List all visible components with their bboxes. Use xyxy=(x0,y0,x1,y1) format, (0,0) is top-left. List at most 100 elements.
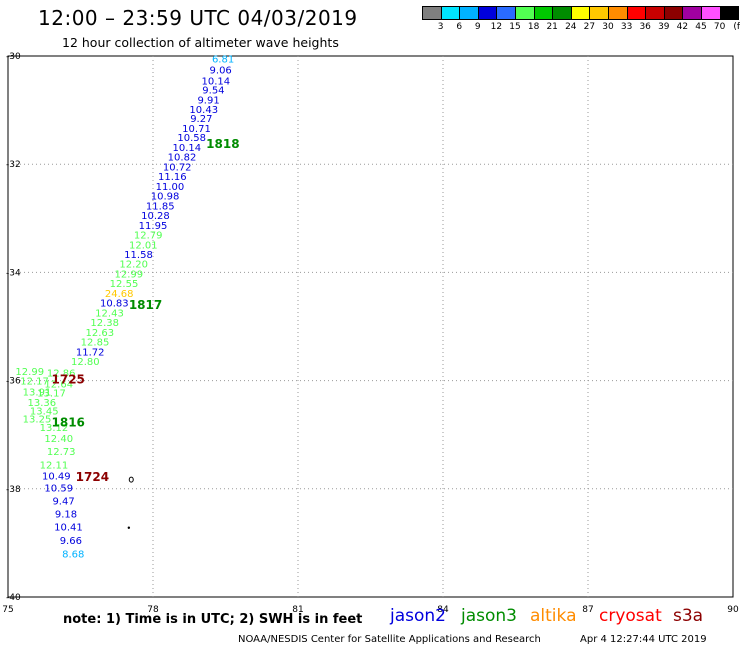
swh-observation-label: 10.43 xyxy=(189,105,218,116)
swh-observation-label: 9.47 xyxy=(52,497,74,508)
swh-observation-label: 8.68 xyxy=(62,550,84,561)
swh-observation-label: 12.11 xyxy=(40,460,69,471)
swh-observation-label: 10.82 xyxy=(168,153,197,164)
swh-observation-label: 9.91 xyxy=(197,95,219,106)
colorbar-label: 36 xyxy=(639,22,651,32)
longitude-tick-label: 81 xyxy=(292,605,303,615)
longitude-tick-label: 87 xyxy=(582,605,593,615)
swh-observation-label: 11.95 xyxy=(139,221,168,232)
swh-observation-label: 12.99 xyxy=(15,367,44,378)
swh-observation-label: 12.85 xyxy=(81,338,110,349)
swh-observation-label: 12.63 xyxy=(86,328,115,339)
swh-observation-label: 12.99 xyxy=(115,269,144,280)
swh-observation-label: 12.64 xyxy=(44,379,73,390)
swh-observation-label: 12.43 xyxy=(95,308,124,319)
swh-observation-label: 10.14 xyxy=(173,143,202,154)
colorbar-label: 42 xyxy=(676,22,689,32)
swh-observation-label: 10.41 xyxy=(54,523,83,534)
swh-observation-label: 9.66 xyxy=(60,536,82,547)
colorbar-label: 3 xyxy=(437,22,444,32)
latitude-tick-label: -40 xyxy=(6,593,21,603)
swh-observation-label: 10.28 xyxy=(141,211,170,222)
colorbar-swatch xyxy=(719,6,740,20)
colorbar-label: 9 xyxy=(474,22,481,32)
colorbar-label: 30 xyxy=(602,22,614,32)
swh-observation-label: 24.68 xyxy=(105,289,134,300)
swh-observation-label: 12.80 xyxy=(71,357,100,368)
swh-observation-label: 10.14 xyxy=(202,76,231,87)
legend-jason2: jason2 xyxy=(390,606,446,626)
latitude-tick-label: -32 xyxy=(6,160,21,170)
swh-observation-label: 13.25 xyxy=(23,414,52,425)
swh-observation-label: 12.38 xyxy=(90,318,119,329)
swh-observation-label: 9.27 xyxy=(190,114,212,125)
legend-s3a: s3a xyxy=(673,606,704,626)
colorbar-label: 33 xyxy=(620,22,633,32)
colorbar-label: 18 xyxy=(527,22,540,32)
map-frame xyxy=(7,55,734,598)
pass-time-label: 1725 xyxy=(52,373,85,387)
latitude-tick-label: -38 xyxy=(6,485,21,495)
swh-observation-label: 12.86 xyxy=(47,368,76,379)
swh-observation-label: 10.98 xyxy=(151,192,180,203)
swh-observation-label: 11.00 xyxy=(156,182,185,193)
swh-observation-label: 12.73 xyxy=(47,447,76,458)
island-outline xyxy=(128,476,134,483)
colorbar-label: 27 xyxy=(583,22,596,32)
pass-time-label: 1724 xyxy=(76,470,109,484)
legend-jason3: jason3 xyxy=(461,606,517,626)
swh-observation-label: 10.71 xyxy=(182,124,211,135)
swh-observation-label: 11.16 xyxy=(158,172,187,183)
swh-observation-label: 9.06 xyxy=(210,66,232,77)
swh-observation-label: 10.49 xyxy=(42,471,71,482)
colorbar-label: 21 xyxy=(546,22,558,32)
colorbar-label: 39 xyxy=(658,22,670,32)
swh-observation-label: 12.20 xyxy=(119,260,148,271)
colorbar-label: 12 xyxy=(490,22,503,32)
colorbar-label: 6 xyxy=(456,22,463,32)
colorbar-label: 24 xyxy=(565,22,577,32)
longitude-tick-label: 75 xyxy=(2,605,13,615)
swh-observation-label: 13.45 xyxy=(30,406,59,417)
swh-observation-label: 13.17 xyxy=(37,389,66,400)
swh-observation-label: 9.54 xyxy=(202,86,224,97)
pass-time-label: 1818 xyxy=(206,137,239,151)
longitude-tick-label: 90 xyxy=(727,605,739,615)
swh-observation-label: 10.83 xyxy=(100,299,129,310)
swh-observation-label: 13.36 xyxy=(28,398,57,409)
swh-observation-label: 10.72 xyxy=(163,162,192,173)
latitude-tick-label: -36 xyxy=(6,377,21,387)
swh-observation-label: 10.58 xyxy=(177,133,206,144)
map-subtitle: 12 hour collection of altimeter wave hei… xyxy=(62,35,339,50)
latitude-tick-label: -34 xyxy=(6,268,21,278)
credit-line: NOAA/NESDIS Center for Satellite Applica… xyxy=(238,634,541,645)
pass-time-label: 1817 xyxy=(129,298,162,312)
swh-observation-label: 11.58 xyxy=(124,250,153,261)
swh-observation-label: 12.55 xyxy=(110,279,139,290)
swh-observation-label: 12.01 xyxy=(129,240,158,251)
colorbar-unit: (ft) xyxy=(733,22,740,32)
colorbar-label: 15 xyxy=(509,22,521,32)
swh-observation-label: 13.12 xyxy=(40,423,69,434)
longitude-tick-label: 84 xyxy=(437,605,449,615)
legend-cryosat: cryosat xyxy=(599,606,662,626)
colorbar-label: 45 xyxy=(695,22,707,32)
longitude-tick-label: 78 xyxy=(147,605,159,615)
swh-observation-label: 6.81 xyxy=(212,55,234,66)
island-outline xyxy=(127,526,131,529)
pass-time-label: 1816 xyxy=(52,415,85,429)
map-title: 12:00 – 23:59 UTC 04/03/2019 xyxy=(38,6,358,30)
swh-observation-label: 12.79 xyxy=(134,231,163,242)
swh-observation-label: 11.85 xyxy=(146,201,175,212)
colorbar-label: 70 xyxy=(713,22,726,32)
footnote: note: 1) Time is in UTC; 2) SWH is in fe… xyxy=(63,612,363,627)
latitude-tick-label: -30 xyxy=(6,52,21,62)
swh-observation-label: 12.40 xyxy=(44,434,73,445)
swh-observation-label: 9.18 xyxy=(55,510,77,521)
swh-observation-label: 13.91 xyxy=(23,387,52,398)
generated-timestamp: Apr 4 12:27:44 UTC 2019 xyxy=(580,634,707,645)
swh-observation-label: 10.59 xyxy=(44,484,73,495)
swh-observation-label: 11.72 xyxy=(76,347,105,358)
legend-altika: altika xyxy=(530,606,577,626)
